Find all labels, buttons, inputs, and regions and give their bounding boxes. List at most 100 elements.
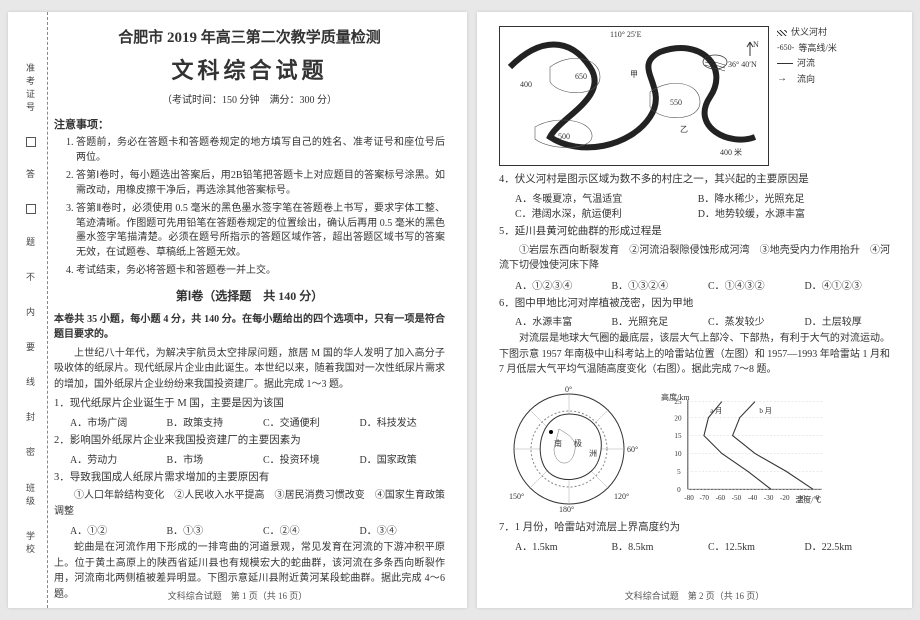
passage-1: 上世纪八十年代，为解决宇航员太空排尿问题，旅居 M 国的华人发明了加入高分子吸收… [54,346,445,393]
svg-text:N: N [753,40,759,49]
svg-text:25: 25 [674,398,682,406]
question-5-sub: ①岩层东西向断裂发育 ②河流沿裂隙侵蚀形成河湾 ③地壳受内力作用抬升 ④河流下切… [499,243,890,274]
option: B．降水稀少，光照充足 [698,190,867,205]
legend-flow: 流向 [797,73,815,87]
option: B．①③ [167,522,250,537]
svg-text:-10: -10 [796,494,806,502]
gutter-label: 内 [24,307,37,320]
option: C．①④③② [708,277,791,292]
binding-gutter: 准考证号 答 题 不 内 要 线 封 密 班级 学校 [14,12,48,608]
gutter-label: 密 [24,447,37,460]
instruction-item: 答题前，务必在答题卡和答题卷规定的地方填写自己的姓名、准考证号和座位号后两位。 [76,136,445,165]
gutter-box [26,137,36,147]
svg-text:120°: 120° [614,492,629,501]
instruction-item: 答第Ⅰ卷时，每小题选出答案后，用2B铅笔把答题卡上对应题目的答案标号涂黑。如需改… [76,169,445,198]
option: D．地势较缓，水源丰富 [698,205,867,220]
option: A．市场广阔 [70,414,153,429]
svg-text:极: 极 [574,438,582,448]
option: A．冬暖夏凉，气温适宜 [515,190,684,205]
option: D．土层较厚 [805,313,888,328]
svg-text:a 月: a 月 [710,407,722,415]
antarctica-polar-map: 0° 60° 120° 180° 150° 南极洲 [499,384,649,514]
svg-text:20: 20 [674,414,682,422]
svg-text:400 米: 400 米 [720,147,742,157]
option: C．港阔水深，航运便利 [515,205,684,220]
map-legend: 伏义河村 -650-等高线/米 河流 流向 [777,26,837,88]
legend-river: 河流 [797,57,815,71]
legend-contour: 等高线/米 [798,42,837,56]
svg-text:180°: 180° [559,505,574,514]
svg-text:10: 10 [674,450,682,458]
gutter-label: 要 [24,342,37,355]
option: A．劳动力 [70,451,153,466]
question-2-options: A．劳动力 B．市场 C．投资环境 D．国家政策 [54,451,445,466]
question-4-options: A．冬暖夏凉，气温适宜 B．降水稀少，光照充足 C．港阔水深，航运便利 D．地势… [499,190,890,220]
gutter-label: 准考证号 [24,63,37,115]
question-5: 5．延川县黄河蛇曲群的形成过程是 [499,224,890,240]
option: A．水源丰富 [515,313,598,328]
question-2: 2．影响国外纸尿片企业来我国投资建厂的主要因素为 [54,433,445,449]
section-1-desc: 本卷共 35 小题，每小题 4 分，共 140 分。在每小题给出的四个选项中，只… [54,312,445,343]
svg-text:15: 15 [674,432,682,440]
exam-header: 合肥市 2019 年高三第二次教学质量检测 [54,26,445,47]
svg-text:南: 南 [554,438,562,448]
option: A．1.5km [515,538,598,553]
option: A．①② [70,522,153,537]
svg-text:550: 550 [670,98,682,107]
svg-text:400: 400 [520,80,532,89]
coord-top: 110° 25′E [610,30,642,39]
legend-flow-icon [777,75,793,83]
option: D．④①②③ [805,277,888,292]
question-1: 1．现代纸尿片企业诞生于 M 国，主要是因为该国 [54,396,445,412]
question-3-options: A．①② B．①③ C．②④ D．③④ [54,522,445,537]
option: D．科技发达 [360,414,443,429]
gutter-label: 班级 [24,483,37,509]
option: C．②④ [263,522,346,537]
svg-text:甲: 甲 [630,70,638,79]
svg-text:b 月: b 月 [759,407,772,415]
temp-height-chart: 高度/km 温度/℃ 0510 152025 -80-70-60 -50-40-… [661,384,831,514]
option: C．投资环境 [263,451,346,466]
option: D．③④ [360,522,443,537]
legend-river-icon [777,63,793,64]
option: D．22.5km [805,538,888,553]
legend-village-icon [777,30,787,36]
option: A．①②③④ [515,277,598,292]
svg-text:0: 0 [677,486,681,494]
question-1-options: A．市场广阔 B．政策支持 C．交通便利 D．科技发达 [54,414,445,429]
option: B．①③②④ [612,277,695,292]
svg-text:-40: -40 [748,494,758,502]
exam-timing: （考试时间：150 分钟 满分：300 分） [54,91,445,106]
question-3: 3．导致我国成人纸尿片需求增加的主要原因有 [54,470,445,486]
page-footer-right: 文科综合试题 第 2 页（共 16 页） [477,589,912,602]
svg-text:0: 0 [816,494,820,502]
page-footer-left: 文科综合试题 第 1 页（共 16 页） [8,589,467,602]
gutter-label: 答 [24,169,37,182]
option: B．光照充足 [612,313,695,328]
gutter-label: 题 [24,237,37,250]
page-1: 准考证号 答 题 不 内 要 线 封 密 班级 学校 合肥市 2019 年高三第… [8,12,467,608]
option: B．政策支持 [167,414,250,429]
exam-subject: 文科综合试题 [54,53,445,85]
passage-3: 对流层是地球大气圈的最底层，该层大气上部冷、下部热，有利于大气的对流运动。下图示… [499,331,890,378]
gutter-label: 线 [24,377,37,390]
instruction-item: 考试结束，务必将答题卡和答题卷一并上交。 [76,264,445,279]
gutter-label: 学校 [24,531,37,557]
question-5-options: A．①②③④ B．①③②④ C．①④③② D．④①②③ [499,277,890,292]
instruction-item: 答第Ⅱ卷时，必须使用 0.5 毫米的黑色墨水签字笔在答题卷上书写，要求字体工整、… [76,202,445,260]
question-7: 7．1 月份，哈雷站对流层上界高度约为 [499,520,890,536]
gutter-label: 封 [24,412,37,425]
svg-text:-60: -60 [716,494,726,502]
option: C．12.5km [708,538,791,553]
coord-right: 36° 40′N [728,60,757,69]
legend-village: 伏义河村 [791,26,827,40]
page-2: 110° 25′E 36° 40′N 650 550 500 400 400 米… [477,12,912,608]
question-6-options: A．水源丰富 B．光照充足 C．蒸发较少 D．土层较厚 [499,313,890,328]
svg-text:-30: -30 [764,494,774,502]
option: C．蒸发较少 [708,313,791,328]
map-figure-row: 110° 25′E 36° 40′N 650 550 500 400 400 米… [499,26,890,166]
svg-text:0°: 0° [565,385,572,394]
option: B．8.5km [612,538,695,553]
svg-text:500: 500 [558,132,570,141]
svg-text:5: 5 [677,468,681,476]
